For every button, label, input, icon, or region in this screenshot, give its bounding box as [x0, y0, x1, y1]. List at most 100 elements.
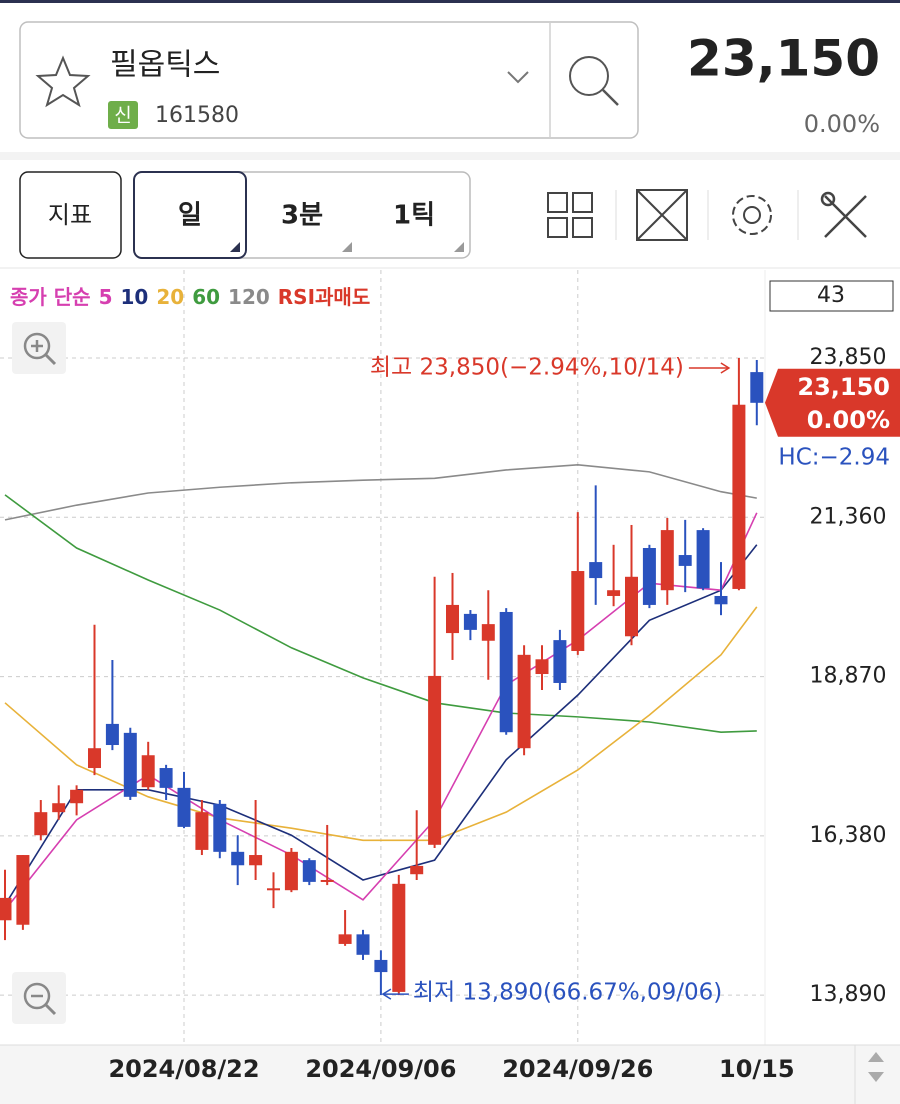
badge: [108, 101, 138, 129]
favorite-star[interactable]: [35, 55, 91, 108]
counter: 43: [817, 283, 845, 308]
candle-body: [750, 372, 764, 403]
zoom-button: [12, 972, 66, 1024]
moving-average: [4, 464, 757, 521]
candle-body: [52, 803, 66, 813]
y-tick-label: 23,850: [810, 345, 887, 370]
candle-body: [499, 611, 513, 733]
period-label[interactable]: 일: [178, 201, 202, 231]
candle-body: [159, 768, 173, 788]
candle-body: [320, 879, 334, 882]
legend-entry: 120: [228, 285, 270, 309]
settings-icon[interactable]: [732, 195, 772, 235]
candle-body: [284, 851, 298, 891]
candle-body: [374, 959, 388, 973]
stock-code: 161580: [155, 103, 239, 128]
zoom-out[interactable]: [12, 972, 66, 1024]
candle-body: [0, 897, 12, 921]
candle-body: [481, 624, 495, 641]
indicator-button[interactable]: [19, 171, 122, 259]
candle-body: [338, 934, 352, 944]
candle-body: [267, 888, 280, 891]
candle-body: [535, 659, 549, 675]
search-icon: [569, 56, 609, 96]
change: 0.00%: [804, 110, 880, 138]
low-note: 최저 13,890(66.67%,09/06): [413, 980, 722, 1006]
badge-text: 신: [114, 105, 131, 127]
candle-body: [16, 855, 30, 925]
candle-body: [553, 640, 567, 683]
candle-body: [732, 404, 746, 589]
period-selected[interactable]: [133, 171, 247, 259]
top-bar: [0, 0, 900, 3]
candle-body: [446, 604, 459, 634]
stock-name: 필옵틱스: [110, 48, 220, 83]
candle-body: [302, 860, 316, 882]
zoom-icon: [23, 332, 51, 360]
period-label[interactable]: 3분: [281, 201, 323, 231]
candle-body: [392, 883, 406, 992]
legend-entry: 20: [156, 285, 184, 309]
candle-body: [177, 787, 191, 827]
corner-mark: [342, 242, 352, 252]
legend-entry: 5: [99, 285, 113, 309]
hc-label: HC:−2.94: [778, 444, 890, 470]
zoom-icon: [44, 1003, 57, 1016]
candle-body: [34, 812, 48, 836]
candle-body: [195, 812, 209, 850]
candle-body: [213, 803, 227, 852]
stock-selector[interactable]: [19, 21, 639, 139]
high-note: 최고 23,850(−2.94%,10/14): [370, 355, 684, 381]
candle-body: [660, 530, 674, 591]
scroll-down[interactable]: [868, 1072, 884, 1082]
zoom-icon: [23, 982, 51, 1010]
y-tick-label: 18,870: [810, 664, 887, 689]
candle-body: [123, 732, 137, 797]
counter-box: [769, 280, 894, 312]
candle-body: [141, 755, 155, 788]
fullscreen-icon[interactable]: [636, 189, 688, 241]
candle-body: [625, 576, 638, 637]
candle-body: [356, 934, 370, 955]
tools-icon[interactable]: [820, 191, 867, 238]
zoom-in[interactable]: [12, 322, 66, 374]
high-arrow-head: [720, 362, 731, 374]
scroll-up[interactable]: [868, 1052, 884, 1062]
candle-body: [249, 855, 263, 866]
price-tag: [765, 368, 900, 437]
legend-entry: 10: [121, 285, 149, 309]
candle-body: [410, 865, 424, 875]
corner-mark: [230, 242, 240, 252]
candle-body: [463, 613, 477, 630]
legend-prefix: 종가 단순: [10, 285, 91, 309]
candle-body: [696, 530, 710, 589]
layout-icon[interactable]: [547, 192, 593, 238]
candle-body: [231, 851, 245, 866]
period-label[interactable]: 1틱: [393, 201, 435, 231]
candle-body: [642, 548, 656, 605]
y-tick-label: 21,360: [810, 504, 887, 529]
candle-body: [589, 562, 603, 579]
dropdown-arrow[interactable]: [507, 71, 529, 84]
price-tag-change: 0.00%: [807, 406, 890, 434]
x-tick-label: 2024/09/06: [305, 1055, 456, 1083]
candle-body: [714, 595, 728, 605]
x-tick-label: 10/15: [719, 1055, 795, 1083]
candle-body: [607, 590, 621, 596]
y-tick-label: 16,380: [810, 823, 887, 848]
zoom-icon: [31, 340, 43, 352]
legend: 종가 단순 5 10 20 60 120 RSI과매도: [10, 285, 370, 309]
legend-entry: 60: [192, 285, 220, 309]
x-tick-label: 2024/08/22: [108, 1055, 259, 1083]
separator: [0, 152, 900, 160]
search-button[interactable]: [569, 56, 619, 106]
candle-body: [70, 789, 84, 804]
x-axis-band: [0, 1045, 900, 1104]
candle-body: [678, 555, 692, 566]
candle-body: [88, 748, 101, 769]
x-labels: 2024/08/22 2024/09/06 2024/09/26 10/15: [108, 1055, 794, 1083]
plot: [0, 270, 765, 1045]
x-tick-label: 2024/09/26: [502, 1055, 653, 1083]
